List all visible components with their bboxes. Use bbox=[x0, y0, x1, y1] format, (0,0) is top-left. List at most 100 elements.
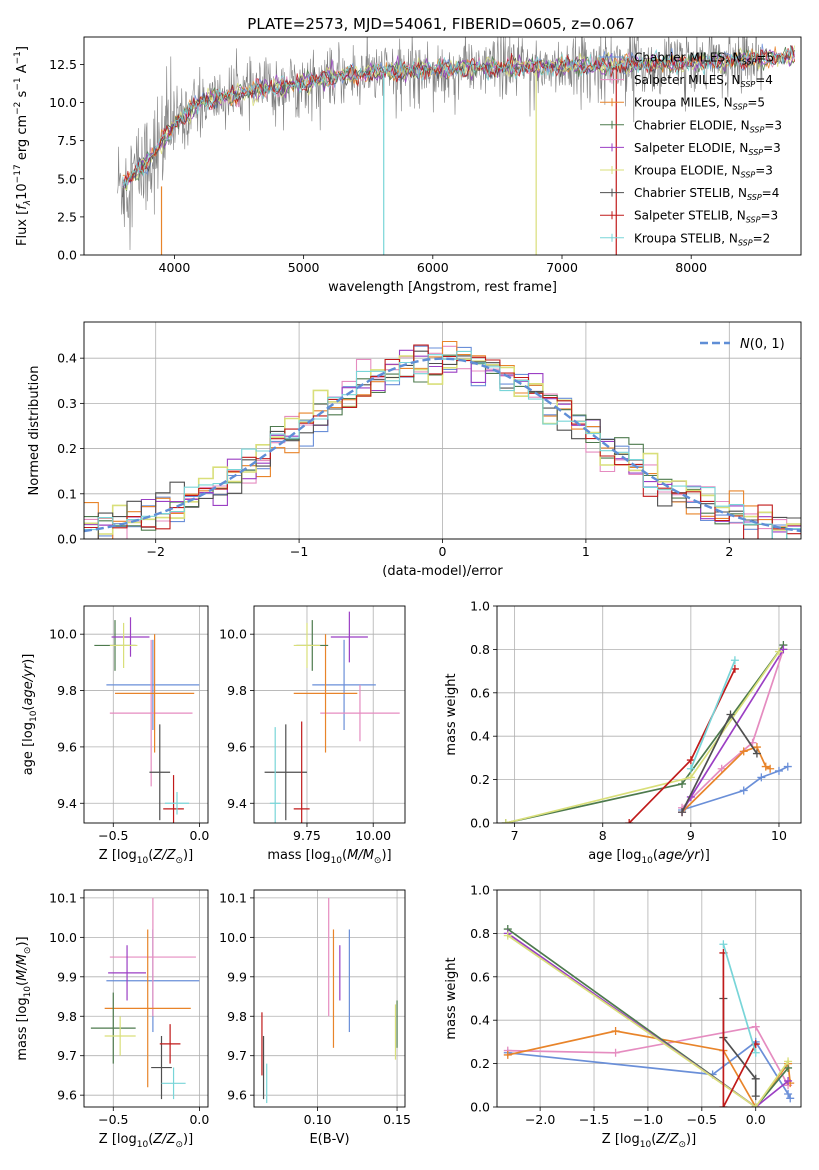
errorbar-salpeter-miles bbox=[109, 897, 196, 1017]
axes-age_vs_Z: −0.5 0.0 9.4 9.6 9.8 10.0 Z [log10(Z/Z⊙)] age [… bbox=[21, 605, 209, 866]
y-tick-label: 0.1 bbox=[57, 486, 77, 501]
y-axis-label: mass [log10(M/M⊙)] bbox=[15, 936, 33, 1060]
y-tick-label: 5.0 bbox=[57, 171, 77, 186]
y-tick-label: 0.2 bbox=[470, 1056, 490, 1071]
y-tick-label: 0.3 bbox=[57, 396, 77, 411]
x-tick-label: −0.5 bbox=[687, 1112, 717, 1127]
errorbar-kroupa-stelib bbox=[161, 1067, 186, 1100]
x-tick-label: −0.5 bbox=[98, 828, 128, 843]
plot-area-age_vs_mass bbox=[264, 611, 400, 823]
legend-label: Chabrier MILES, NSSP=5 bbox=[634, 51, 774, 67]
y-tick-label: 1.0 bbox=[470, 599, 490, 614]
y-tick-label: 9.4 bbox=[227, 796, 247, 811]
x-axis-label: E(B-V) bbox=[309, 1132, 349, 1147]
legend-label: Chabrier ELODIE, NSSP=3 bbox=[634, 118, 782, 134]
point-marker bbox=[739, 786, 748, 795]
axes-frame bbox=[83, 321, 802, 540]
y-tick-label: 0.4 bbox=[470, 729, 490, 744]
y-tick-label: 0.2 bbox=[470, 772, 490, 787]
series-line bbox=[681, 765, 789, 811]
legend-label: Salpeter ELODIE, NSSP=3 bbox=[634, 141, 781, 157]
point-marker bbox=[751, 1048, 760, 1057]
x-tick-label: 0.0 bbox=[189, 828, 209, 843]
histogram-kroupa-stelib bbox=[84, 350, 801, 539]
x-tick-label: 1 bbox=[582, 544, 590, 559]
point-marker bbox=[751, 1074, 760, 1083]
x-tick-label: −1 bbox=[290, 544, 308, 559]
axes-frame bbox=[496, 605, 802, 824]
errorbar-chabrier-stelib bbox=[264, 724, 307, 821]
y-tick-label: 9.7 bbox=[57, 1048, 77, 1063]
x-tick-label: −2.0 bbox=[525, 1112, 555, 1127]
legend-label: Salpeter MILES, NSSP=4 bbox=[634, 73, 773, 89]
point-marker bbox=[678, 779, 687, 788]
axes-age_vs_mass: 9.75 10.00 9.4 9.6 9.8 10.0 mass [log10(M/M⊙)] bbox=[219, 605, 406, 866]
x-axis-label: wavelength [Angstrom, rest frame] bbox=[328, 280, 557, 295]
y-tick-label: 2.5 bbox=[57, 209, 77, 224]
plot-area-mass_vs_Z bbox=[90, 897, 200, 1100]
plot-area-residuals bbox=[84, 340, 801, 539]
y-tick-label: 9.6 bbox=[227, 739, 247, 754]
x-tick-label: 7 bbox=[511, 828, 519, 843]
y-tick-label: 0.6 bbox=[470, 685, 490, 700]
y-tick-label: 0.0 bbox=[57, 532, 77, 547]
point-marker bbox=[786, 1094, 795, 1103]
errorbar-chabrier-miles bbox=[312, 639, 376, 730]
x-tick-label: 0.10 bbox=[304, 1112, 332, 1127]
axes-frame bbox=[496, 889, 802, 1108]
errorbar-kroupa-stelib bbox=[164, 792, 190, 815]
series-kroupa-elodie bbox=[501, 647, 783, 823]
x-tick-label: 5000 bbox=[288, 260, 320, 275]
y-axis-label: Normed distribution bbox=[27, 366, 42, 496]
errorbar-salpeter-elodie bbox=[108, 945, 146, 1001]
y-axis-label: Flux [fλ10−17 erg cm−2 s−1 A−1] bbox=[13, 46, 33, 246]
x-tick-label: 2 bbox=[725, 544, 733, 559]
x-axis-label: age [log10(age/yr)] bbox=[588, 848, 710, 866]
series-salpeter-stelib bbox=[625, 664, 739, 823]
point-marker bbox=[686, 773, 695, 782]
y-tick-label: 9.9 bbox=[57, 969, 77, 984]
x-tick-label: −0.5 bbox=[98, 1112, 128, 1127]
errorbar-salpeter-miles bbox=[109, 639, 193, 787]
plot-area-spectrum bbox=[117, 37, 795, 255]
y-tick-label: 9.8 bbox=[227, 1009, 247, 1024]
series-line bbox=[507, 928, 789, 1107]
series-chabrier-miles bbox=[503, 1037, 795, 1103]
errorbar-salpeter-elodie bbox=[111, 617, 150, 657]
y-tick-label: 0.2 bbox=[57, 441, 77, 456]
x-tick-label: 6000 bbox=[417, 260, 449, 275]
point-marker bbox=[784, 1076, 793, 1085]
y-tick-label: 0.0 bbox=[470, 816, 490, 831]
x-tick-label: −1.0 bbox=[633, 1112, 663, 1127]
y-tick-label: 10.0 bbox=[219, 627, 247, 642]
plot-area-mass_vs_ebv bbox=[261, 897, 398, 1104]
y-tick-label: 1.0 bbox=[470, 883, 490, 898]
axes-frame bbox=[83, 605, 209, 824]
axes-spectrum: 4000 5000 6000 7000 8000 0.0 2.5 5.0 7.5 10.0 12.5… bbox=[13, 36, 802, 295]
y-axis-label: mass weight bbox=[444, 957, 459, 1039]
series-line bbox=[722, 944, 757, 1054]
point-marker bbox=[611, 1027, 620, 1036]
y-tick-label: 0.4 bbox=[470, 1013, 490, 1028]
histogram-kroupa-elodie bbox=[84, 355, 801, 535]
x-axis-label: mass [log10(M/M⊙)] bbox=[267, 848, 391, 866]
x-tick-label: 4000 bbox=[159, 260, 191, 275]
axes-residuals: −2 −1 0 1 2 0.0 0.1 0.2 0.3 0.4 (data-model)/error… bbox=[27, 321, 802, 579]
errorbar-chabrier-miles bbox=[106, 639, 200, 730]
y-tick-label: 0.0 bbox=[57, 248, 77, 263]
plot-area-weight_vs_Z bbox=[503, 925, 795, 1107]
y-tick-label: 9.4 bbox=[57, 796, 77, 811]
series-kroupa-miles bbox=[503, 1027, 795, 1107]
errorbar-kroupa-elodie bbox=[104, 1016, 136, 1056]
point-marker bbox=[501, 819, 510, 823]
x-axis-label: (data-model)/error bbox=[382, 564, 503, 579]
y-tick-label: 10.0 bbox=[49, 930, 77, 945]
gaussian-curve bbox=[84, 357, 801, 533]
y-tick-label: 0.4 bbox=[57, 351, 77, 366]
y-tick-label: 9.7 bbox=[227, 1048, 247, 1063]
errorbar-chabrier-stelib bbox=[151, 1035, 172, 1100]
histogram-salpeter-stelib bbox=[84, 344, 801, 539]
series-line bbox=[628, 668, 736, 823]
y-tick-label: 9.6 bbox=[57, 739, 77, 754]
point-marker bbox=[751, 1022, 760, 1031]
